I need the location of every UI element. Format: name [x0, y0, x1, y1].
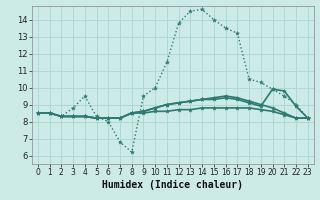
- X-axis label: Humidex (Indice chaleur): Humidex (Indice chaleur): [102, 180, 243, 190]
